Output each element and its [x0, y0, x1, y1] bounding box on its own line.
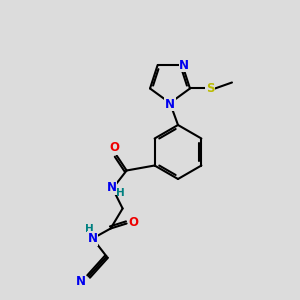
- Text: H: H: [85, 224, 94, 235]
- Text: N: N: [88, 232, 98, 245]
- Text: N: N: [76, 275, 85, 288]
- Text: H: H: [116, 188, 125, 199]
- Text: O: O: [129, 216, 139, 229]
- Text: N: N: [179, 58, 189, 71]
- Text: N: N: [165, 98, 175, 110]
- Text: S: S: [206, 82, 214, 95]
- Text: N: N: [106, 181, 117, 194]
- Text: O: O: [110, 141, 120, 154]
